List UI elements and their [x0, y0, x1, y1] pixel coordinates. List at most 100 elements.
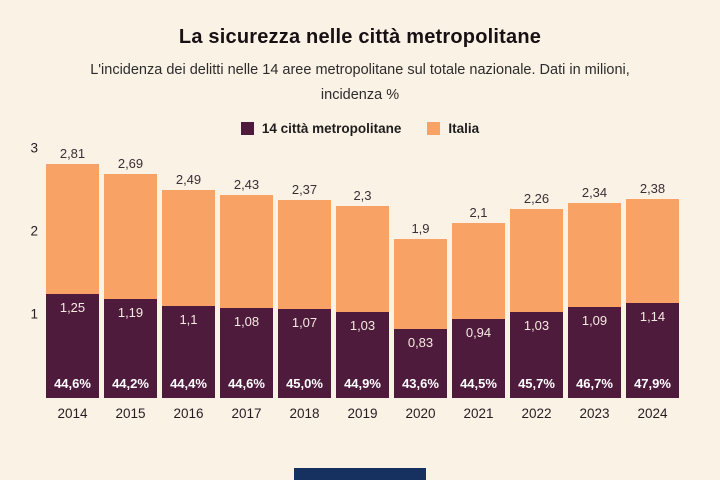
metro-segment: 0,83 43,6% [394, 328, 447, 398]
percent-label: 46,7% [576, 375, 613, 391]
chart-header: La sicurezza nelle città metropolitane L… [0, 0, 720, 109]
metro-value-label: 1,07 [291, 314, 318, 330]
stacked-bar[interactable]: 1,03 45,7% [510, 209, 563, 398]
italia-segment [336, 206, 389, 312]
chart-subtitle-line2: incidenza % [320, 87, 400, 104]
percent-label: 44,4% [170, 375, 207, 391]
bar-group: 2,26 1,03 45,7% 2022 [510, 191, 563, 421]
bar-group: 2,49 1,1 44,4% 2016 [162, 172, 215, 421]
x-axis-label: 2017 [231, 405, 262, 421]
italia-segment [46, 163, 99, 294]
metro-segment: 1,1 44,4% [162, 306, 215, 398]
metro-value-label: 1,14 [639, 308, 666, 324]
chart-legend: 14 città metropolitane Italia [0, 121, 720, 136]
metro-value-label: 1,09 [581, 312, 608, 328]
stacked-bar[interactable]: 1,07 45,0% [278, 200, 331, 398]
metro-value-label: 1,03 [523, 317, 550, 333]
bar-group: 2,81 1,25 44,6% 2014 [46, 146, 99, 422]
metro-value-label: 1,1 [179, 312, 198, 328]
metro-segment: 1,25 44,6% [46, 293, 99, 398]
chart-title: La sicurezza nelle città metropolitane [178, 26, 542, 48]
metro-segment: 1,08 44,6% [220, 307, 273, 398]
x-axis-label: 2015 [115, 405, 146, 421]
stacked-bar[interactable]: 1,09 46,7% [568, 202, 621, 398]
italia-segment [220, 195, 273, 308]
metro-segment: 1,07 45,0% [278, 308, 331, 398]
total-value-label: 2,38 [639, 181, 666, 197]
stacked-bar[interactable]: 1,25 44,6% [46, 163, 99, 398]
metro-segment: 1,19 44,2% [104, 298, 157, 398]
bar-group: 2,1 0,94 44,5% 2021 [452, 205, 505, 422]
bar-group: 2,3 1,03 44,9% 2019 [336, 188, 389, 422]
total-value-label: 2,3 [353, 188, 372, 204]
percent-label: 45,0% [286, 375, 323, 391]
italia-segment [510, 209, 563, 312]
stacked-bar[interactable]: 1,08 44,6% [220, 195, 273, 398]
metro-value-label: 1,03 [349, 317, 376, 333]
y-axis: 3 2 1 [18, 140, 42, 422]
legend-swatch-icon [240, 121, 254, 135]
chart-subtitle: L'incidenza dei delitti nelle 14 aree me… [0, 58, 720, 109]
total-value-label: 2,37 [291, 182, 318, 198]
bar-group: 1,9 0,83 43,6% 2020 [394, 221, 447, 421]
percent-label: 44,6% [228, 375, 265, 391]
chart-subtitle-line1: L'incidenza dei delitti nelle 14 aree me… [90, 62, 630, 78]
metro-value-label: 1,25 [59, 299, 86, 315]
total-value-label: 2,34 [581, 184, 608, 200]
y-axis-tick-label: 1 [30, 306, 38, 322]
legend-item-1: Italia [427, 121, 479, 136]
italia-segment [626, 199, 679, 303]
stacked-bar[interactable]: 1,03 44,9% [336, 206, 389, 398]
stacked-bar[interactable]: 0,83 43,6% [394, 239, 447, 398]
metro-segment: 1,14 47,9% [626, 302, 679, 398]
bars-row: 2,81 1,25 44,6% 2014 2,69 1,19 44,2% 2015 2,49 1,… [46, 144, 720, 422]
metro-segment: 1,03 45,7% [510, 311, 563, 398]
percent-label: 44,2% [112, 375, 149, 391]
bar-group: 2,43 1,08 44,6% 2017 [220, 177, 273, 422]
bar-group: 2,37 1,07 45,0% 2018 [278, 182, 331, 421]
stacked-bar[interactable]: 1,19 44,2% [104, 173, 157, 398]
percent-label: 44,9% [344, 375, 381, 391]
x-axis-label: 2024 [637, 405, 668, 421]
x-axis-label: 2021 [463, 405, 494, 421]
total-value-label: 2,69 [117, 155, 144, 171]
italia-segment [394, 239, 447, 329]
stacked-bar[interactable]: 0,94 44,5% [452, 222, 505, 398]
legend-swatch-icon [427, 121, 441, 135]
metro-value-label: 0,94 [465, 325, 492, 341]
x-axis-label: 2016 [173, 405, 204, 421]
stacked-bar[interactable]: 1,1 44,4% [162, 190, 215, 398]
italia-segment [568, 202, 621, 307]
x-axis-label: 2014 [57, 405, 88, 421]
x-axis-label: 2023 [579, 405, 610, 421]
italia-segment [104, 173, 157, 299]
bar-group: 2,38 1,14 47,9% 2024 [626, 181, 679, 421]
italia-segment [278, 200, 331, 309]
percent-label: 45,7% [518, 375, 555, 391]
metro-value-label: 1,08 [233, 313, 260, 329]
x-axis-label: 2022 [521, 405, 552, 421]
italia-segment [452, 222, 505, 320]
total-value-label: 2,81 [59, 145, 86, 161]
metro-segment: 1,03 44,9% [336, 311, 389, 398]
percent-label: 43,6% [402, 375, 439, 391]
total-value-label: 2,1 [469, 204, 488, 220]
stacked-bar[interactable]: 1,14 47,9% [626, 199, 679, 398]
total-value-label: 2,43 [233, 177, 260, 193]
x-axis-label: 2018 [289, 405, 320, 421]
metro-value-label: 1,19 [117, 304, 144, 320]
total-value-label: 2,49 [175, 172, 202, 188]
x-axis-label: 2020 [405, 405, 436, 421]
percent-label: 47,9% [634, 375, 671, 391]
metro-segment: 0,94 44,5% [452, 319, 505, 398]
legend-item-label: 14 città metropolitane [261, 120, 402, 136]
total-value-label: 2,26 [523, 191, 550, 207]
italia-segment [162, 190, 215, 307]
total-value-label: 1,9 [411, 221, 430, 237]
legend-item-label: Italia [448, 120, 480, 136]
y-axis-tick-label: 3 [30, 140, 38, 156]
y-axis-tick-label: 2 [30, 223, 38, 239]
percent-label: 44,6% [54, 375, 91, 391]
